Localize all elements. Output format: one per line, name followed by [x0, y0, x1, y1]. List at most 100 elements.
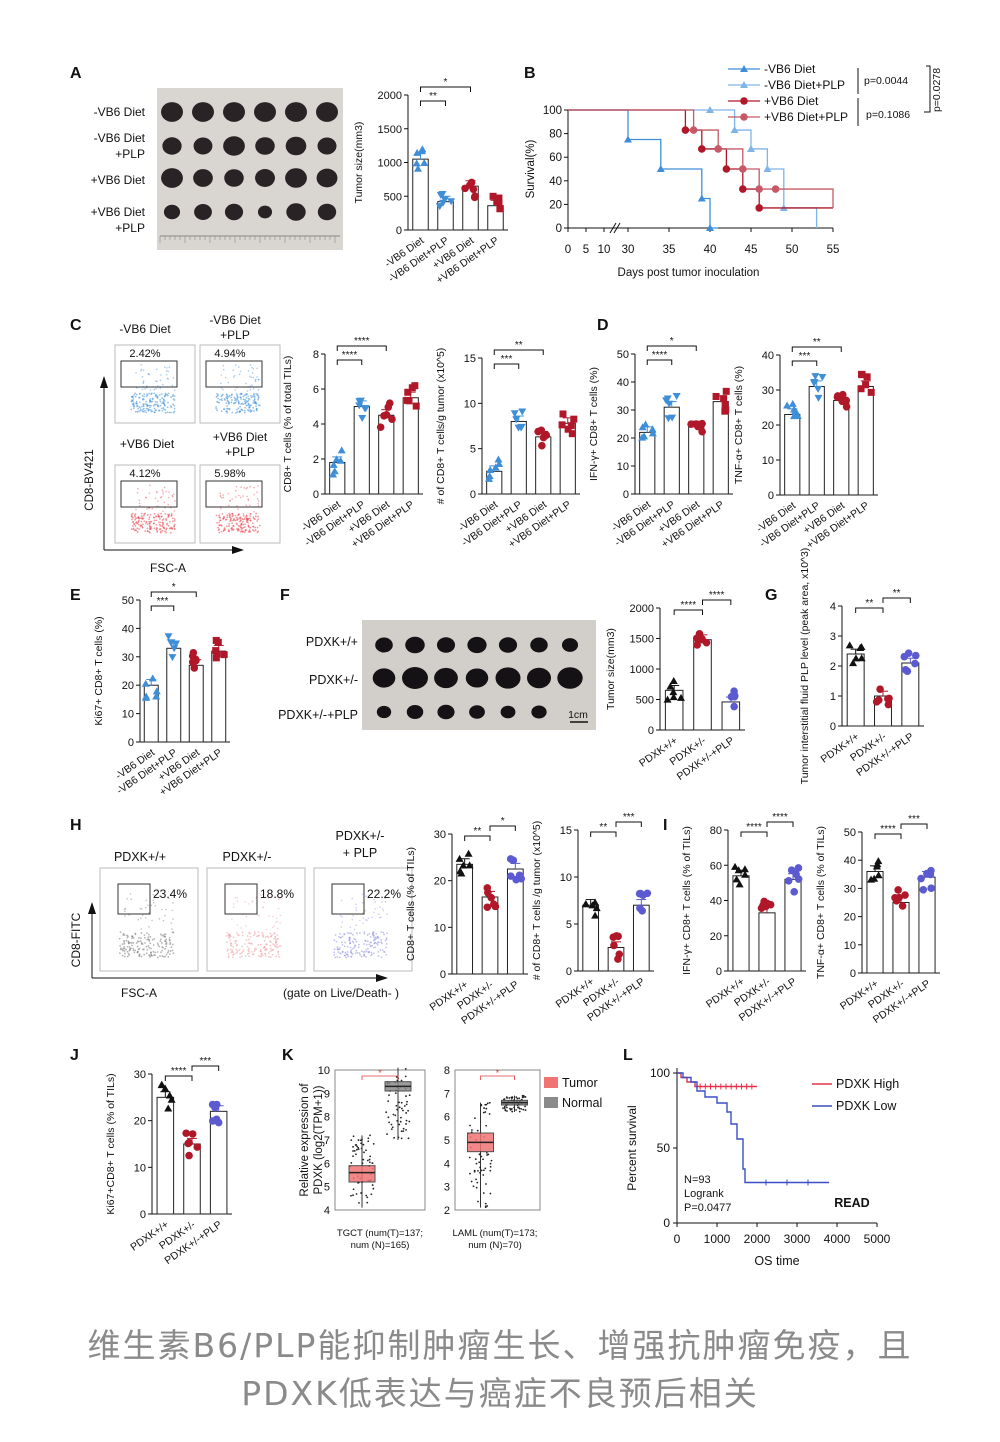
flow-event — [374, 908, 376, 910]
flow-event — [159, 955, 161, 957]
data-point — [384, 403, 393, 411]
flow-plot — [199, 464, 281, 544]
flow-event — [237, 508, 239, 510]
flow-event — [219, 494, 222, 497]
data-point — [702, 638, 711, 647]
flow-event — [364, 909, 366, 912]
flow-event — [377, 955, 380, 957]
flow-event — [237, 514, 240, 517]
flow-event — [367, 917, 370, 920]
flow-event — [159, 938, 162, 941]
flow-event — [131, 403, 134, 406]
flow-event — [164, 914, 166, 917]
significance-label: **** — [342, 350, 358, 361]
box-point — [366, 1159, 369, 1162]
box-point — [486, 1102, 489, 1105]
flow-event — [376, 941, 379, 943]
tumor-specimen — [285, 102, 307, 122]
flow-event — [153, 407, 156, 410]
flow-event — [166, 522, 169, 525]
flow-event — [263, 946, 266, 949]
flow-event — [224, 376, 227, 379]
flow-event — [220, 497, 223, 499]
tumor-specimen — [161, 102, 183, 122]
flow-event — [267, 936, 270, 939]
flow-event — [257, 485, 259, 487]
flow-event — [146, 508, 148, 510]
flow-event — [346, 951, 349, 953]
data-point — [489, 900, 498, 908]
flow-event — [254, 529, 257, 532]
box-point — [394, 1114, 397, 1117]
data-point — [208, 1117, 217, 1125]
flow-event — [228, 394, 231, 397]
significance-bracket — [420, 100, 446, 106]
flow-event — [264, 955, 267, 958]
flow-event — [339, 936, 342, 939]
flow-event — [247, 947, 250, 950]
flow-event — [118, 952, 121, 955]
flow-event — [247, 498, 250, 500]
y-axis-title: Tumor interstitial fluid PLP level (peak… — [799, 548, 811, 785]
flow-event — [135, 387, 138, 389]
box-point — [352, 1145, 354, 1148]
significance-bracket — [702, 599, 732, 605]
flow-event — [164, 366, 166, 369]
flow-event — [162, 919, 165, 922]
significance-label: ** — [893, 588, 901, 599]
flow-event — [142, 403, 145, 405]
flow-event — [140, 908, 143, 910]
flow-event — [143, 520, 146, 523]
box-point — [471, 1129, 473, 1131]
axis-break — [613, 222, 621, 234]
flow-event — [226, 411, 229, 414]
flow-gate — [120, 360, 178, 388]
significance-bracket — [791, 360, 818, 366]
tumor-specimen — [561, 638, 579, 652]
flow-event — [150, 410, 152, 413]
flow-event — [141, 523, 144, 526]
flow-event — [374, 936, 377, 939]
box-point — [390, 1128, 393, 1131]
cancer-type-label: READ — [834, 1196, 869, 1210]
flow-event — [363, 953, 366, 956]
flow-event — [239, 530, 242, 533]
box-point — [363, 1151, 365, 1154]
y-tick-label: 6 — [444, 1112, 450, 1124]
flow-plot — [99, 867, 199, 972]
y-tick-label: 0 — [396, 225, 402, 237]
flow-event — [151, 938, 154, 941]
y-tick-label: 500 — [636, 695, 654, 707]
flow-event — [385, 946, 387, 949]
row-label: -VB6 Diet — [94, 131, 146, 145]
flow-event — [384, 900, 387, 903]
flow-event — [141, 394, 144, 397]
data-point — [814, 394, 823, 402]
flow-event — [223, 527, 226, 529]
flow-event — [246, 393, 249, 396]
box-point — [368, 1158, 371, 1161]
data-point — [624, 135, 632, 143]
data-point — [885, 694, 893, 703]
flow-event — [138, 527, 141, 530]
flow-event — [131, 935, 134, 938]
panel-label-C: C — [70, 317, 82, 334]
significance-bracket — [464, 835, 491, 841]
significance-bracket — [740, 831, 768, 837]
flow-event — [243, 531, 246, 534]
box-point — [503, 1107, 506, 1110]
flow-event — [236, 519, 238, 521]
flow-event — [153, 516, 155, 519]
flow-event — [234, 389, 237, 391]
flow-event — [225, 525, 228, 528]
data-point — [687, 420, 695, 429]
significance-label: * — [378, 1068, 382, 1078]
flow-title: +VB6 Diet — [213, 430, 268, 444]
flow-event — [167, 503, 170, 506]
flow-title: +PLP — [220, 328, 250, 342]
flow-event — [148, 524, 151, 527]
data-point — [484, 888, 492, 897]
